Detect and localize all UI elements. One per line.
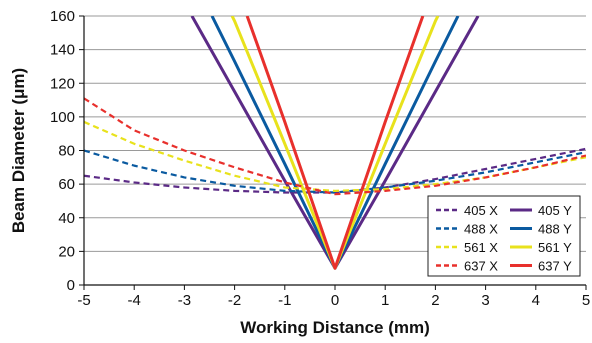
- x-tick-label: -5: [77, 292, 90, 309]
- legend-label: 637 X: [464, 259, 498, 274]
- x-tick-label: -2: [228, 292, 241, 309]
- series-line-405-x: [84, 147, 586, 194]
- legend-label: 488 X: [464, 222, 498, 237]
- grid: [84, 15, 586, 286]
- x-tick-label: 3: [481, 292, 489, 309]
- legend-label: 405 X: [464, 203, 498, 218]
- legend-label: 405 Y: [538, 203, 572, 218]
- series-line-561-x: [84, 120, 586, 192]
- series-group: [84, 16, 586, 270]
- x-tick-label: 2: [431, 292, 439, 309]
- x-tick-label: 1: [381, 292, 389, 309]
- legend: 405 X 488 X 561 X 637 X 405 Y 488 Y 561 Y 637 Y: [427, 195, 581, 277]
- tick-labels: 0 20 40 60 80 100 120 140 160 -5 -4 -3 -2 -1 0 1 2 3 4 5: [50, 8, 590, 309]
- x-tick-label: -4: [128, 292, 141, 309]
- legend-label: 561 Y: [538, 240, 572, 255]
- x-tick-label: 5: [582, 292, 590, 309]
- y-tick-label: 20: [58, 243, 75, 260]
- legend-label: 637 Y: [538, 259, 572, 274]
- x-tick-label: -1: [278, 292, 291, 309]
- legend-label: 488 Y: [538, 222, 572, 237]
- y-tick-label: 0: [67, 277, 75, 294]
- legend-label: 561 X: [464, 240, 498, 255]
- x-tick-label: -3: [178, 292, 191, 309]
- y-tick-label: 80: [58, 143, 75, 160]
- series-line-637-y: [245, 16, 425, 270]
- x-tick-label: 4: [532, 292, 540, 309]
- series-line-488-x: [84, 149, 586, 194]
- axes: [79, 15, 587, 290]
- x-axis-title: Working Distance (mm): [240, 318, 430, 337]
- y-tick-label: 100: [50, 109, 75, 126]
- y-axis-title: Beam Diameter (μm): [9, 68, 28, 233]
- y-tick-label: 40: [58, 210, 75, 227]
- y-tick-label: 120: [50, 75, 75, 92]
- y-tick-label: 140: [50, 42, 75, 59]
- y-tick-label: 160: [50, 8, 75, 25]
- series-line-637-x: [84, 97, 586, 196]
- y-tick-label: 60: [58, 176, 75, 193]
- x-tick-label: 0: [331, 292, 339, 309]
